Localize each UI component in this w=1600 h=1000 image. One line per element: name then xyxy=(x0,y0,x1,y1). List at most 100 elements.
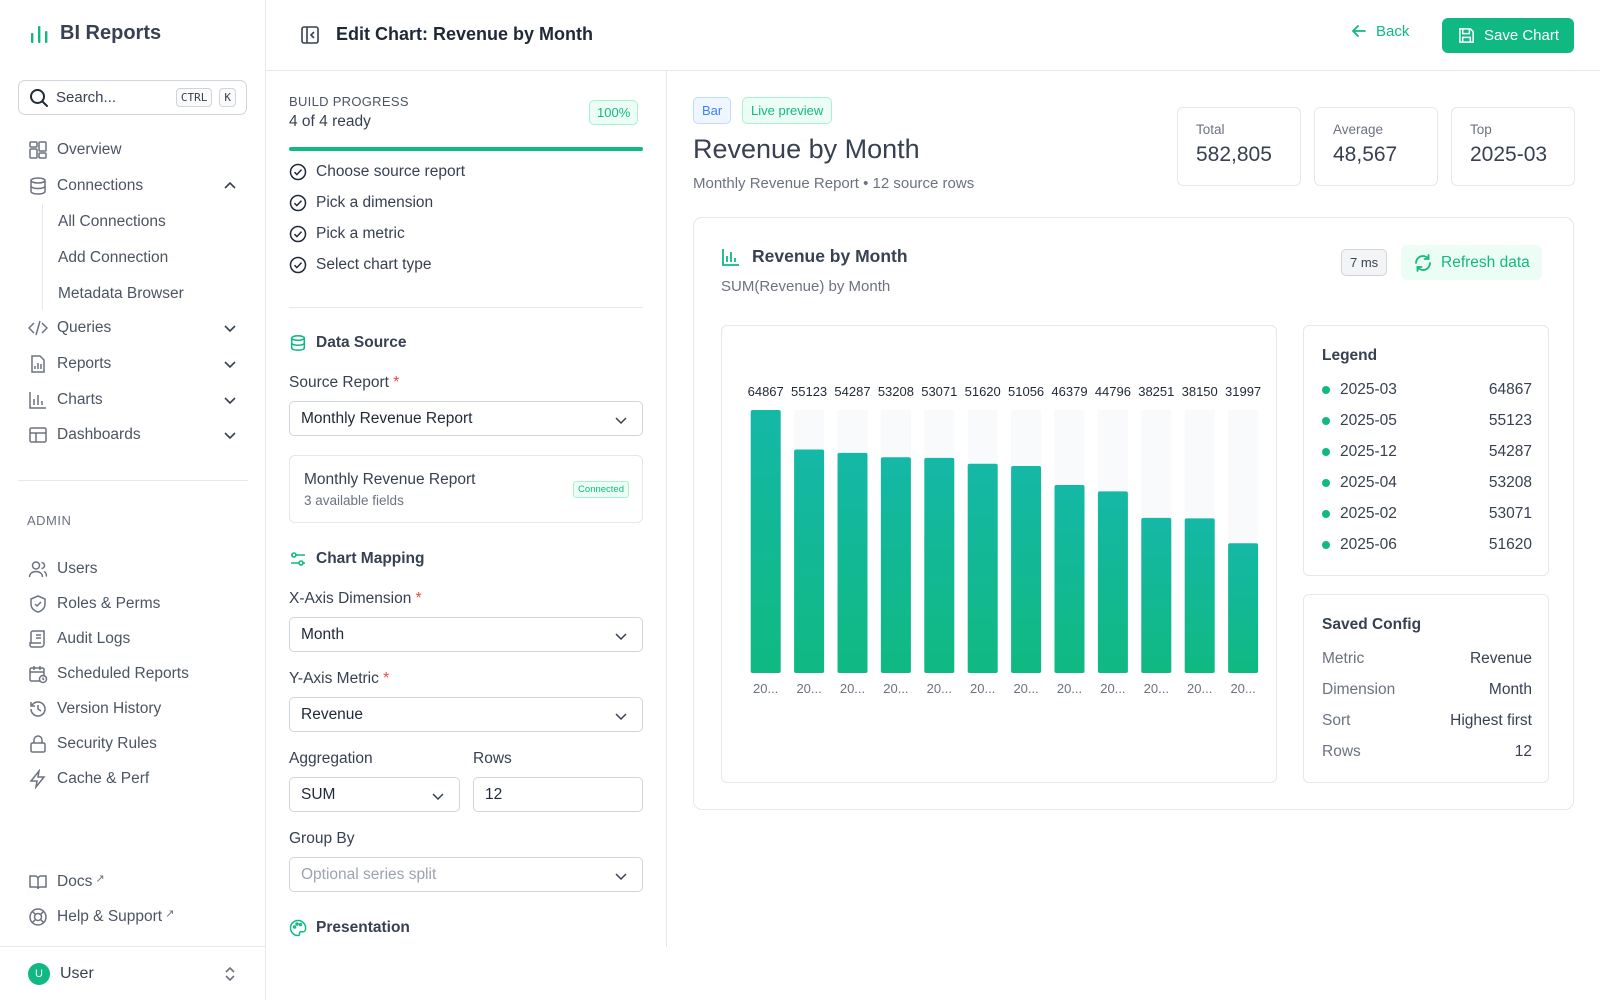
group-by-label: Group By xyxy=(289,830,355,847)
connected-badge: Connected xyxy=(573,481,629,498)
aggregation-label: Aggregation xyxy=(289,750,373,767)
nav-charts[interactable]: Charts xyxy=(28,386,238,414)
scroll-icon xyxy=(28,629,48,649)
latency-badge: 7 ms xyxy=(1341,249,1388,276)
bar[interactable] xyxy=(924,457,955,673)
search-box[interactable]: Search... CTRL K xyxy=(18,80,247,115)
back-button[interactable]: Back xyxy=(1350,22,1409,40)
nav-dashboards[interactable]: Dashboards xyxy=(28,421,238,449)
brand[interactable]: BI Reports xyxy=(28,22,161,45)
chevron-up-down-icon[interactable] xyxy=(222,965,238,983)
source-report-select[interactable]: Monthly Revenue Report xyxy=(289,401,643,436)
aggregation-value: SUM xyxy=(301,785,336,803)
nav-help-support[interactable]: Help & Support ↗ xyxy=(28,903,238,931)
bar[interactable] xyxy=(967,463,998,673)
bar[interactable] xyxy=(1097,491,1128,673)
user-menu[interactable]: U User xyxy=(0,946,266,1000)
legend-label: 2025-06 xyxy=(1340,536,1397,553)
group-by-select[interactable]: Optional series split xyxy=(289,857,643,892)
stat-label: Total xyxy=(1196,122,1225,137)
nav-roles-perms[interactable]: Roles & Perms xyxy=(28,590,238,618)
nav-all-connections[interactable]: All Connections xyxy=(58,213,166,230)
page-title: Edit Chart: Revenue by Month xyxy=(336,24,594,44)
nav-security-rules[interactable]: Security Rules xyxy=(28,730,238,758)
chevron-down-icon xyxy=(431,789,445,803)
nav-users-label: Users xyxy=(57,560,98,577)
x-axis-select[interactable]: Month xyxy=(289,617,643,652)
nav-version-history[interactable]: Version History xyxy=(28,695,238,723)
search-icon xyxy=(29,88,49,108)
chart-preview-card: Revenue by Month SUM(Revenue) by Month 7… xyxy=(693,217,1574,810)
nav-overview[interactable]: Overview xyxy=(28,136,238,164)
rows-input[interactable]: 12 xyxy=(473,777,643,812)
bar[interactable] xyxy=(1228,543,1259,673)
config-row-rows: Rows 12 xyxy=(1322,743,1532,760)
chart-mapping-section: Chart Mapping xyxy=(289,550,425,568)
config-row-dimension: Dimension Month xyxy=(1322,681,1532,698)
nav-metadata-browser[interactable]: Metadata Browser xyxy=(58,285,184,302)
sidebar-toggle-icon[interactable] xyxy=(300,25,320,45)
source-card-name: Monthly Revenue Report xyxy=(304,471,476,488)
x-tick-label: 20... xyxy=(1013,681,1038,696)
kbd-k: K xyxy=(219,88,236,107)
build-progress-bar xyxy=(289,147,643,151)
bar[interactable] xyxy=(1011,465,1042,673)
source-report-value: Monthly Revenue Report xyxy=(301,409,473,427)
palette-icon xyxy=(289,919,307,937)
check-circle-icon xyxy=(289,194,307,212)
stat-label: Top xyxy=(1470,122,1492,137)
sliders-icon xyxy=(289,550,307,568)
legend-item: 2025-05 55123 xyxy=(1322,412,1532,430)
nav-reports[interactable]: Reports xyxy=(28,350,238,378)
chevron-down-icon[interactable] xyxy=(222,356,238,372)
bar[interactable] xyxy=(880,457,911,673)
bar[interactable] xyxy=(794,449,825,673)
bar[interactable] xyxy=(1184,518,1215,673)
refresh-data-button[interactable]: Refresh data xyxy=(1401,245,1542,280)
code-icon xyxy=(28,318,48,338)
nav-help-label: Help & Support xyxy=(57,908,163,925)
bar-value-label: 46379 xyxy=(1051,384,1087,399)
chevron-down-icon[interactable] xyxy=(222,427,238,443)
brand-name: BI Reports xyxy=(60,22,162,44)
y-axis-select[interactable]: Revenue xyxy=(289,697,643,732)
nav-cache-perf[interactable]: Cache & Perf xyxy=(28,765,238,793)
chevron-down-icon[interactable] xyxy=(222,392,238,408)
stat-value: 582,805 xyxy=(1196,143,1272,166)
bar[interactable] xyxy=(1054,484,1085,673)
stat-value: 48,567 xyxy=(1333,143,1398,166)
build-progress-count: 4 of 4 ready xyxy=(289,113,371,130)
nav-docs[interactable]: Docs ↗ xyxy=(28,868,238,896)
nav-scheduled-reports[interactable]: Scheduled Reports xyxy=(28,660,238,688)
nav-queries[interactable]: Queries xyxy=(28,314,238,342)
nav-add-connection[interactable]: Add Connection xyxy=(58,249,169,266)
nav-overview-label: Overview xyxy=(57,141,122,158)
book-icon xyxy=(28,872,48,892)
legend-label: 2025-04 xyxy=(1340,474,1397,491)
stat-average: Average 48,567 xyxy=(1314,107,1438,186)
source-report-label: Source Report * xyxy=(289,374,400,391)
save-chart-button[interactable]: Save Chart xyxy=(1442,18,1574,53)
nav-users[interactable]: Users xyxy=(28,555,238,583)
chevron-down-icon[interactable] xyxy=(222,320,238,336)
bar[interactable] xyxy=(750,410,781,673)
chevron-up-icon[interactable] xyxy=(222,178,238,194)
legend-value: 51620 xyxy=(1488,536,1532,553)
nav-audit-logs[interactable]: Audit Logs xyxy=(28,625,238,653)
legend-value: 55123 xyxy=(1488,412,1532,429)
bar[interactable] xyxy=(1141,517,1172,673)
source-report-card: Monthly Revenue Report 3 available field… xyxy=(289,455,643,523)
nav-audit-label: Audit Logs xyxy=(57,630,131,647)
grid-icon xyxy=(28,140,48,160)
presentation-section: Presentation xyxy=(289,919,410,937)
chart-card-title-text: Revenue by Month xyxy=(752,246,908,266)
legend-item: 2025-12 54287 xyxy=(1322,443,1532,461)
preview-subtitle: Monthly Revenue Report • 12 source rows xyxy=(693,175,975,192)
bar[interactable] xyxy=(837,452,868,673)
step-choose-source: Choose source report xyxy=(289,163,465,181)
nav-connections[interactable]: Connections xyxy=(28,172,238,200)
step-label: Choose source report xyxy=(316,163,466,180)
x-tick-label: 20... xyxy=(1187,681,1212,696)
aggregation-select[interactable]: SUM xyxy=(289,777,460,812)
saved-config-title: Saved Config xyxy=(1322,616,1422,633)
